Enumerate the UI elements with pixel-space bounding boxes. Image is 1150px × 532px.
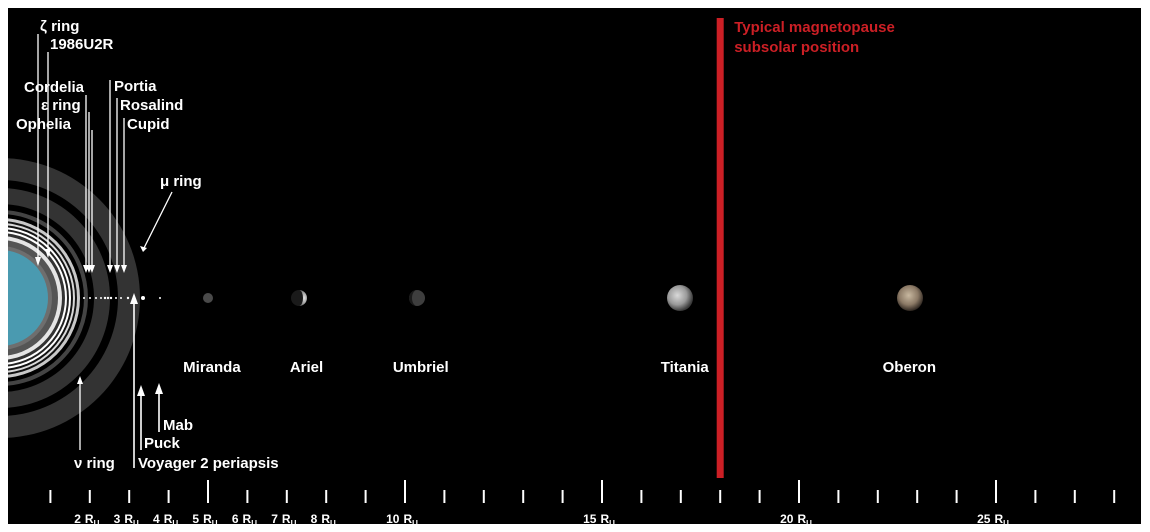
magnetopause-line bbox=[716, 18, 724, 478]
epsilon-ring-label: ε ring bbox=[41, 97, 81, 114]
mu-ring-label: μ ring bbox=[160, 173, 202, 190]
leader-lines-upper bbox=[37, 34, 173, 450]
inner-moon-dot bbox=[126, 296, 130, 300]
magnetopause-label-line1: Typical magnetopause bbox=[734, 19, 895, 36]
major-moon-labels: Miranda Ariel Umbriel Titania Oberon bbox=[183, 359, 936, 376]
axis-tick-label: 6 RU bbox=[232, 512, 257, 528]
inner-moon-dot bbox=[106, 296, 110, 300]
axis-tick-label: 10 RU bbox=[386, 512, 418, 528]
planet-and-rings bbox=[8, 158, 140, 438]
axis-tick-label: 20 RU bbox=[780, 512, 812, 528]
uranus-planet bbox=[8, 250, 48, 346]
puck-label: Puck bbox=[144, 435, 181, 452]
ariel-sphere-lit bbox=[299, 290, 307, 306]
moon-label-ariel: Ariel bbox=[290, 359, 323, 376]
puck-dot bbox=[141, 296, 145, 300]
mab-label: Mab bbox=[163, 417, 193, 434]
inner-moon-dot bbox=[95, 297, 97, 299]
arrowhead-icon bbox=[137, 385, 145, 396]
moon-label-miranda: Miranda bbox=[183, 359, 241, 376]
inner-moon-dot bbox=[109, 296, 113, 300]
axis-tick-label: 25 RU bbox=[977, 512, 1009, 528]
axis-tick-label: 15 RU bbox=[583, 512, 615, 528]
inner-moon-dots bbox=[83, 296, 161, 300]
cordelia-label: Cordelia bbox=[24, 79, 85, 96]
faint-ring bbox=[8, 210, 88, 386]
inner-moon-dot bbox=[115, 297, 117, 299]
leader-arrowheads-lower bbox=[130, 293, 163, 396]
moon-label-umbriel: Umbriel bbox=[393, 359, 449, 376]
leader-arrowheads-upper bbox=[35, 246, 147, 384]
rosalind-label: Rosalind bbox=[120, 97, 183, 114]
miranda-sphere bbox=[203, 293, 213, 303]
zeta-ring-label: ζ ring bbox=[40, 18, 79, 35]
arrowhead-icon bbox=[107, 265, 113, 273]
umbriel-shadow bbox=[409, 290, 417, 306]
inner-moon-dot bbox=[103, 296, 107, 300]
axis-tick-label: 8 RU bbox=[311, 512, 336, 528]
arrowhead-icon bbox=[121, 265, 127, 273]
nu-ring-label: ν ring bbox=[74, 455, 115, 472]
major-moons-images bbox=[203, 285, 923, 311]
axis-tick-label: 2 RU bbox=[74, 512, 99, 528]
mu-ring-leader bbox=[143, 191, 173, 249]
leader-lines-lower bbox=[133, 302, 160, 468]
umbriel-sphere bbox=[409, 290, 425, 306]
magnetopause-label-line2: subsolar position bbox=[734, 39, 859, 56]
axis-tick-label: 5 RU bbox=[192, 512, 217, 528]
diagram-background bbox=[8, 8, 1141, 524]
inner-moon-dot bbox=[89, 297, 91, 299]
arrowhead-icon bbox=[35, 257, 41, 266]
arrowhead-icon bbox=[77, 376, 83, 384]
ophelia-label: Ophelia bbox=[16, 116, 72, 133]
inner-moon-dot bbox=[100, 297, 102, 299]
arrowhead-icon bbox=[45, 249, 51, 258]
mab-dot bbox=[159, 297, 161, 299]
inner-moon-dot bbox=[120, 297, 122, 299]
arrowhead-icon bbox=[130, 293, 138, 304]
arrowhead-icon bbox=[140, 246, 147, 252]
axis-tick-label: 4 RU bbox=[153, 512, 178, 528]
arrowhead-icon bbox=[155, 383, 163, 394]
moon-label-titania: Titania bbox=[661, 359, 710, 376]
oberon-sphere bbox=[897, 285, 923, 311]
arrowhead-icon bbox=[114, 265, 120, 273]
titania-sphere bbox=[667, 285, 693, 311]
portia-label: Portia bbox=[114, 78, 157, 95]
inner-moon-dot bbox=[83, 297, 85, 299]
distance-axis: 2 RU 3 RU 4 RU 5 RU 6 RU 7 RU 8 RU 10 RU 15 RU 20 RU 25 RU bbox=[49, 480, 1116, 528]
axis-tick-label: 7 RU bbox=[271, 512, 296, 528]
u2r-ring-label: 1986U2R bbox=[50, 36, 114, 53]
moon-label-oberon: Oberon bbox=[883, 359, 936, 376]
arrowhead-icon bbox=[89, 265, 95, 273]
cupid-label: Cupid bbox=[127, 116, 170, 133]
axis-tick-label: 3 RU bbox=[114, 512, 139, 528]
voyager-periapsis-label: Voyager 2 periapsis bbox=[138, 455, 279, 472]
